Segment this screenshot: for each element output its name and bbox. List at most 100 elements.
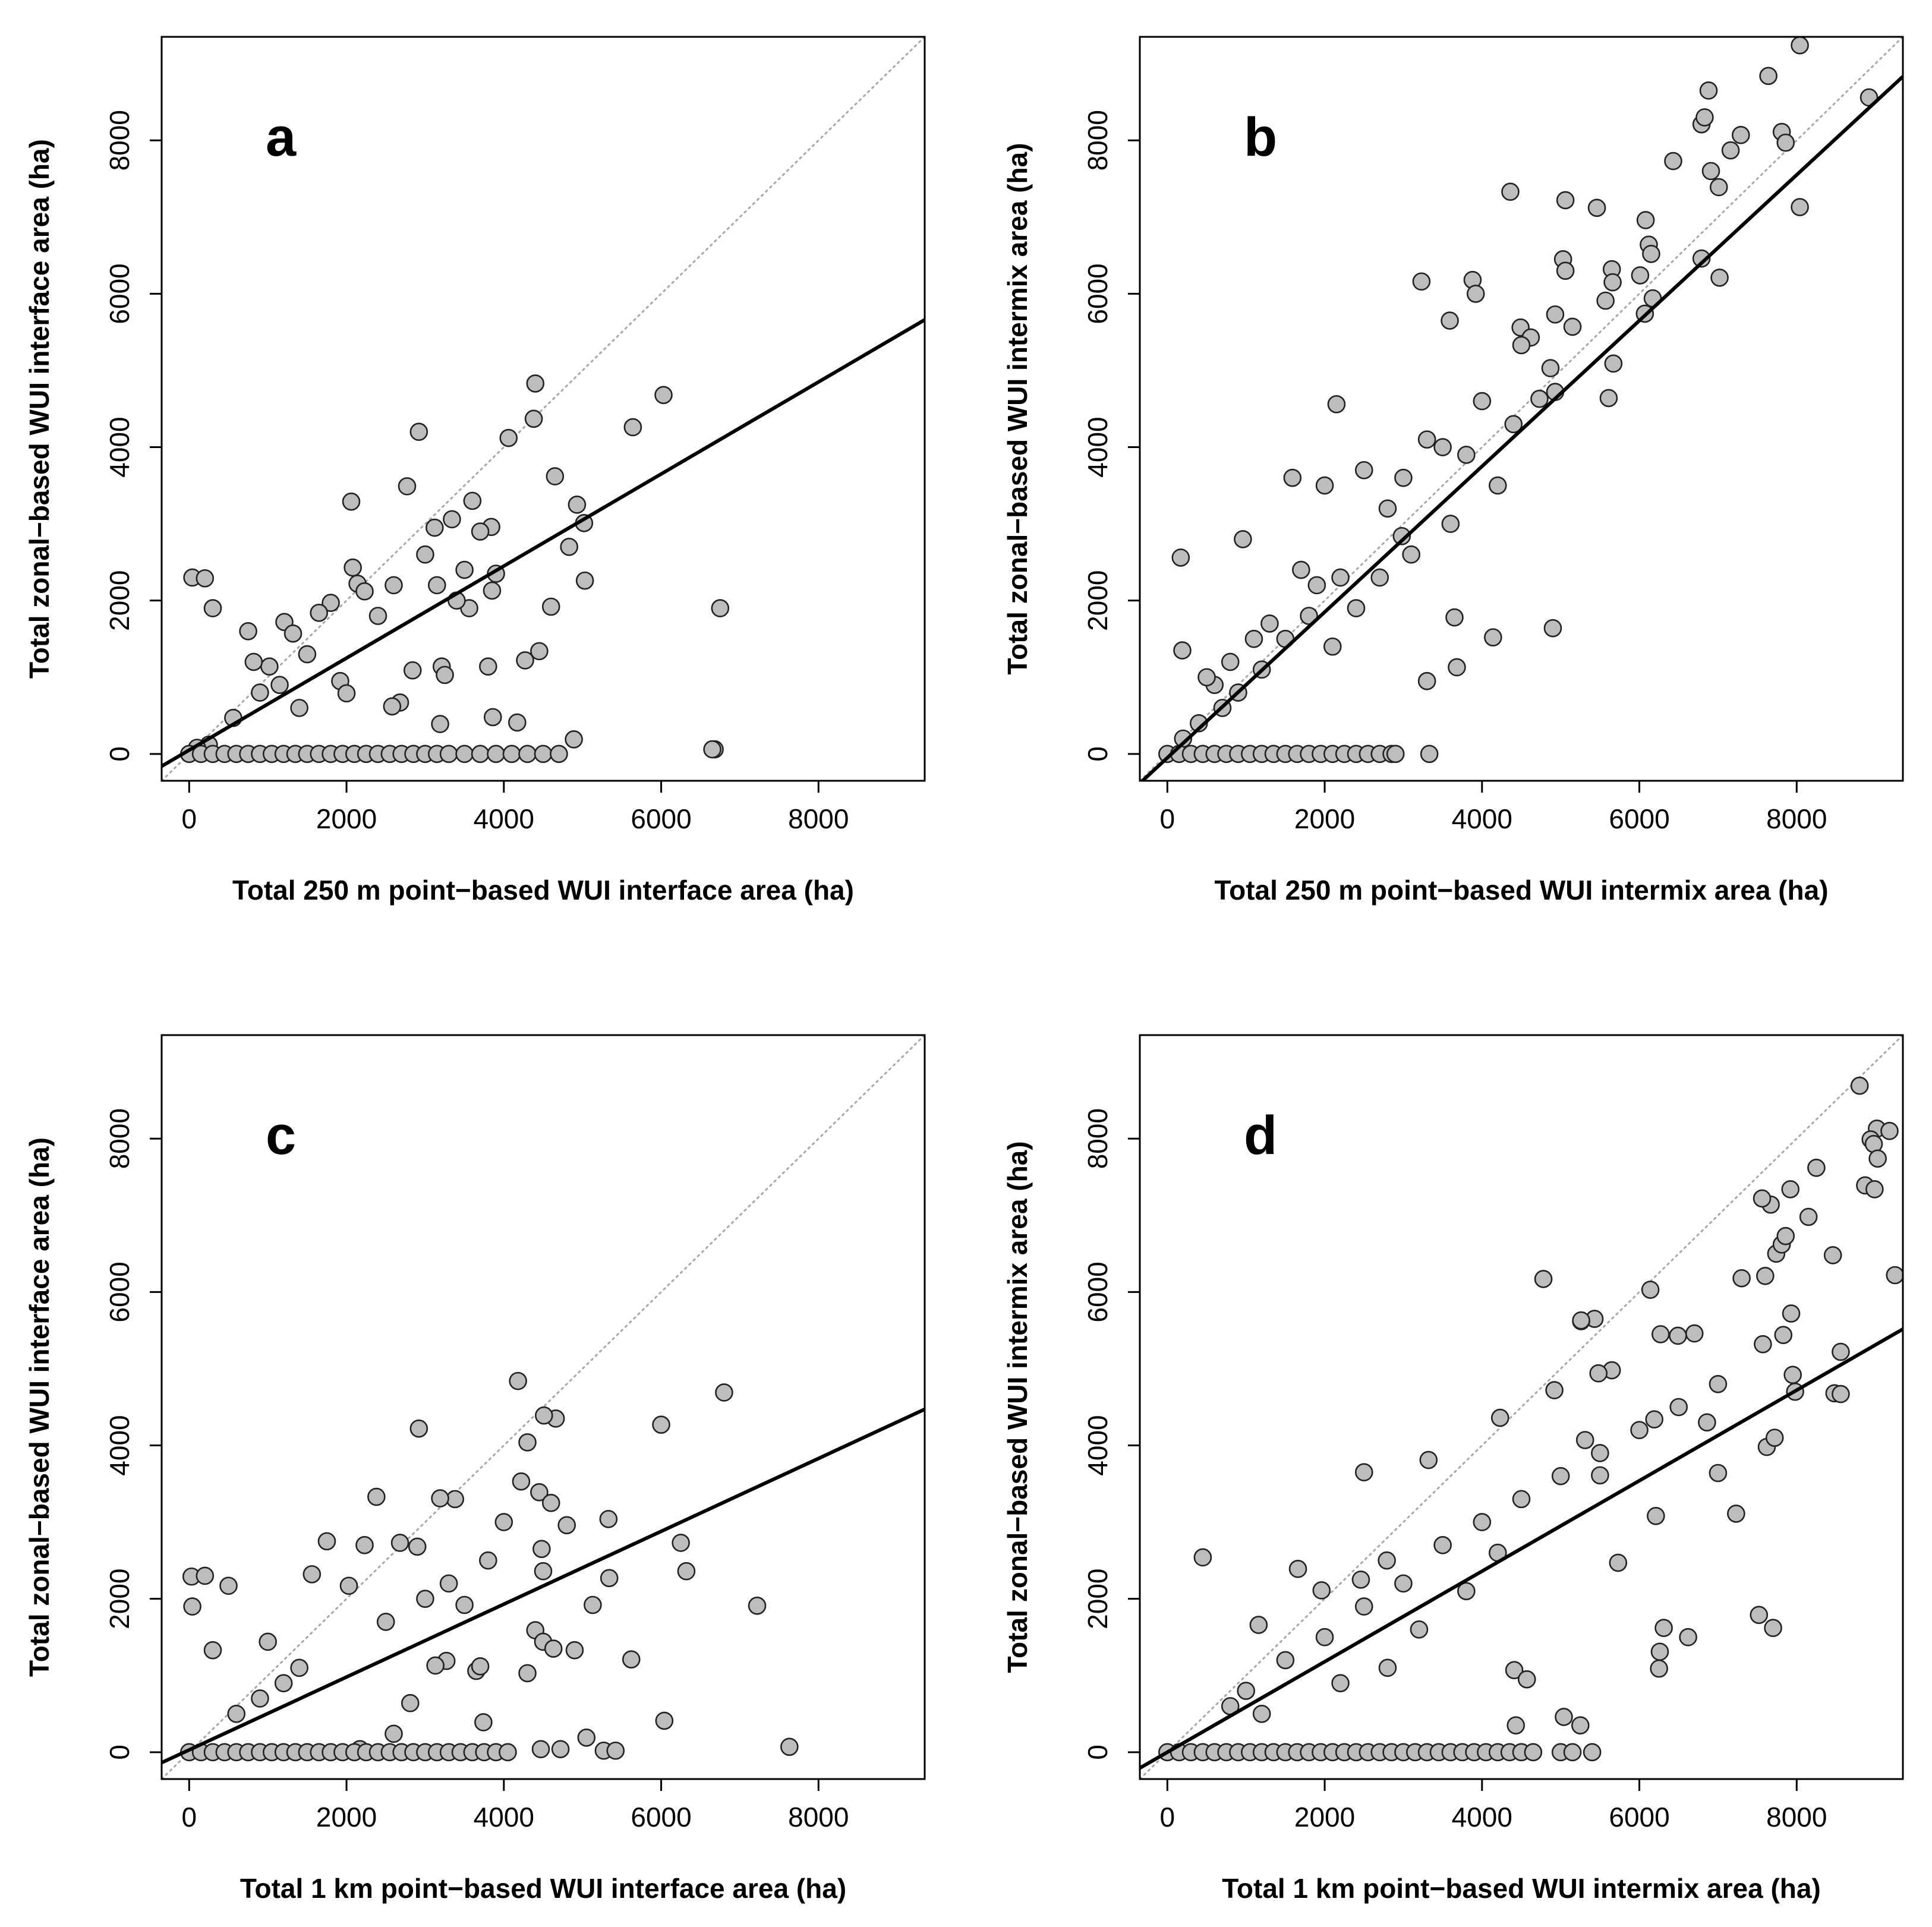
data-point [655, 1711, 674, 1730]
data-point [1315, 476, 1334, 495]
data-point [1473, 1513, 1492, 1531]
y-tick-label: 8000 [104, 1108, 135, 1169]
data-point [711, 599, 730, 617]
data-point [1307, 576, 1326, 595]
data-point [443, 510, 461, 529]
identity-line [1140, 37, 1903, 781]
y-tick-label: 4000 [104, 417, 135, 477]
data-point [1534, 1270, 1553, 1288]
data-point [557, 1516, 576, 1535]
data-point [599, 1510, 618, 1528]
data-point [227, 1704, 246, 1723]
data-point [479, 1551, 497, 1570]
x-tick-label: 0 [1160, 803, 1175, 834]
panel-d: 0 2000 4000 6000 8000 0 2000 4000 6000 8000 Total … [1002, 1034, 1904, 1904]
regression-line [1140, 75, 1903, 781]
data-point [455, 560, 474, 579]
data-point [203, 599, 222, 617]
data-point [1354, 461, 1373, 480]
data-point [1865, 1180, 1884, 1199]
data-point [431, 715, 449, 733]
data-point [427, 576, 446, 595]
data-point [483, 708, 502, 727]
data-point [494, 1513, 513, 1531]
data-point [1433, 1536, 1452, 1554]
data-point [339, 1576, 358, 1595]
data-point [1587, 198, 1606, 217]
data-point [1512, 336, 1531, 355]
x-tick-label: 2000 [1294, 803, 1355, 834]
data-point [1776, 133, 1795, 152]
plot-area [1140, 1035, 1903, 1779]
data-point [1556, 191, 1575, 210]
data-point [1394, 1574, 1413, 1593]
x-tick-label: 4000 [1452, 803, 1512, 834]
data-point [1630, 1421, 1649, 1440]
y-tick-label: 0 [1082, 1745, 1113, 1760]
plot-frame [160, 1034, 926, 1780]
data-point [290, 1658, 308, 1677]
data-point [1698, 1413, 1716, 1432]
data-point [1506, 1716, 1526, 1734]
data-point [1173, 641, 1192, 660]
data-point [530, 642, 549, 661]
data-point [1695, 108, 1714, 127]
data-point [1679, 1628, 1697, 1647]
identity-line [162, 37, 925, 781]
x-tick-label: 6000 [631, 803, 691, 834]
x-tick-label: 8000 [1766, 1802, 1827, 1833]
plot-area [162, 1035, 925, 1779]
data-point [531, 1740, 550, 1758]
data-point [1886, 1266, 1903, 1285]
data-point [748, 1596, 767, 1615]
data-point [622, 1650, 641, 1669]
data-point [1776, 1226, 1795, 1245]
data-point [1327, 395, 1346, 414]
data-point [463, 491, 482, 510]
data-point [1832, 1384, 1850, 1404]
data-point [416, 545, 434, 564]
y-tick-label: 2000 [104, 570, 135, 631]
panel-label: c [266, 1105, 296, 1166]
data-point [283, 624, 302, 643]
data-point [1504, 415, 1523, 434]
data-point [703, 740, 721, 759]
data-point [355, 582, 374, 601]
data-point [1571, 1716, 1590, 1734]
data-point [446, 1490, 465, 1509]
data-point [1412, 272, 1431, 291]
data-point [416, 1589, 434, 1608]
data-point [623, 418, 642, 437]
data-point [575, 571, 594, 590]
data-point [1699, 81, 1718, 100]
plot-frame [160, 36, 926, 782]
data-point [516, 651, 534, 670]
y-tick-label: 0 [104, 746, 135, 762]
y-tick-label: 6000 [1082, 1261, 1113, 1322]
data-point [1517, 1670, 1536, 1689]
data-point [1589, 1364, 1608, 1383]
data-point [1782, 1304, 1801, 1323]
data-point [1378, 1551, 1396, 1570]
data-point [1750, 1606, 1769, 1625]
data-point [541, 1494, 560, 1512]
regression-line [162, 1407, 925, 1765]
data-point [1654, 1619, 1673, 1638]
data-point [1765, 1428, 1784, 1447]
data-point [1394, 468, 1413, 487]
data-point [1237, 1682, 1256, 1700]
data-point [715, 1383, 733, 1402]
data-point [1378, 499, 1397, 518]
data-point [1850, 1076, 1869, 1095]
y-tick-label: 8000 [104, 110, 135, 171]
data-point [1551, 1466, 1570, 1486]
y-tick-label: 8000 [1082, 1108, 1113, 1169]
data-point [1727, 1505, 1745, 1523]
y-tick-label: 2000 [1082, 1569, 1113, 1629]
data-point [455, 1595, 474, 1614]
data-point [1781, 1180, 1800, 1199]
data-point [551, 1740, 570, 1758]
data-point [1545, 1381, 1564, 1399]
data-point [1645, 1410, 1664, 1428]
